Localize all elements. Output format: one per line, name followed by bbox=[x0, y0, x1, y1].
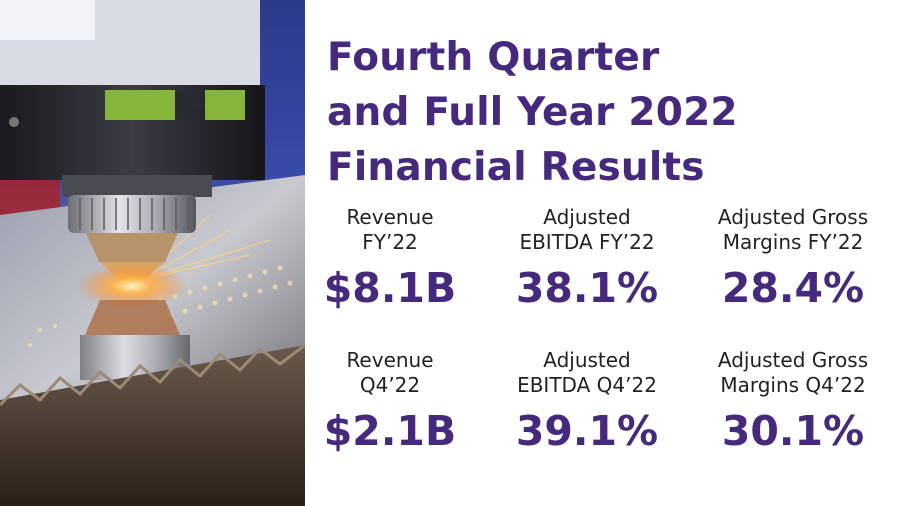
stat-label-line: Adjusted bbox=[543, 205, 631, 229]
stat-label: Adjusted EBITDA Q4’22 bbox=[487, 348, 687, 398]
stat-label-line: Margins Q4’22 bbox=[720, 373, 866, 397]
stat-label-line: Revenue bbox=[346, 348, 434, 372]
stat-label-line: EBITDA Q4’22 bbox=[517, 373, 657, 397]
headline-line-3: Financial Results bbox=[327, 145, 705, 190]
stat-value: $2.1B bbox=[323, 407, 457, 455]
stat-value: 30.1% bbox=[721, 407, 865, 455]
stat-label-line: Revenue bbox=[346, 205, 434, 229]
stat-gross-margins-fy22: Adjusted Gross Margins FY’22 28.4% bbox=[693, 205, 893, 313]
stat-value: $8.1B bbox=[323, 264, 457, 312]
headline: Fourth Quarter and Full Year 2022 Financ… bbox=[327, 30, 887, 195]
laser-cutting-photo bbox=[0, 0, 305, 506]
stat-label-line: FY’22 bbox=[362, 230, 418, 254]
results-content: Fourth Quarter and Full Year 2022 Financ… bbox=[305, 0, 900, 506]
stat-label-line: Margins FY’22 bbox=[722, 230, 864, 254]
stat-label: Adjusted Gross Margins Q4’22 bbox=[693, 348, 893, 398]
stat-ebitda-fy22: Adjusted EBITDA FY’22 38.1% bbox=[487, 205, 687, 313]
stat-label: Adjusted Gross Margins FY’22 bbox=[693, 205, 893, 255]
stat-label-line: EBITDA FY’22 bbox=[519, 230, 655, 254]
stat-value: 28.4% bbox=[721, 264, 865, 312]
stat-label-line: Adjusted bbox=[543, 348, 631, 372]
stat-label-line: Q4’22 bbox=[359, 373, 421, 397]
stat-ebitda-q422: Adjusted EBITDA Q4’22 39.1% bbox=[487, 348, 687, 456]
stat-label: Adjusted EBITDA FY’22 bbox=[487, 205, 687, 255]
headline-line-2: and Full Year 2022 bbox=[327, 90, 738, 135]
stat-value: 38.1% bbox=[515, 264, 659, 312]
stat-revenue-q422: Revenue Q4’22 $2.1B bbox=[305, 348, 475, 456]
stat-revenue-fy22: Revenue FY’22 $8.1B bbox=[305, 205, 475, 313]
stat-label: Revenue FY’22 bbox=[305, 205, 475, 255]
stat-gross-margins-q422: Adjusted Gross Margins Q4’22 30.1% bbox=[693, 348, 893, 456]
stat-label-line: Adjusted Gross bbox=[717, 348, 869, 372]
stat-label: Revenue Q4’22 bbox=[305, 348, 475, 398]
headline-line-1: Fourth Quarter bbox=[327, 35, 660, 80]
stat-value: 39.1% bbox=[515, 407, 659, 455]
stat-label-line: Adjusted Gross bbox=[717, 205, 869, 229]
